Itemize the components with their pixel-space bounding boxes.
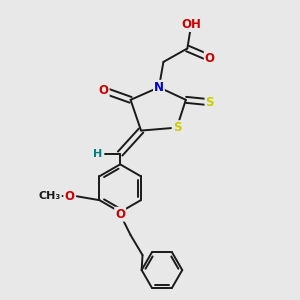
Text: H: H bbox=[93, 148, 102, 159]
Text: OH: OH bbox=[181, 18, 201, 31]
Text: S: S bbox=[206, 96, 214, 109]
Text: O: O bbox=[205, 52, 215, 64]
Text: O: O bbox=[64, 190, 74, 203]
Text: CH₃: CH₃ bbox=[39, 191, 61, 201]
Text: S: S bbox=[172, 121, 181, 134]
Text: O: O bbox=[115, 208, 125, 221]
Text: O: O bbox=[99, 84, 109, 97]
Text: N: N bbox=[154, 81, 164, 94]
